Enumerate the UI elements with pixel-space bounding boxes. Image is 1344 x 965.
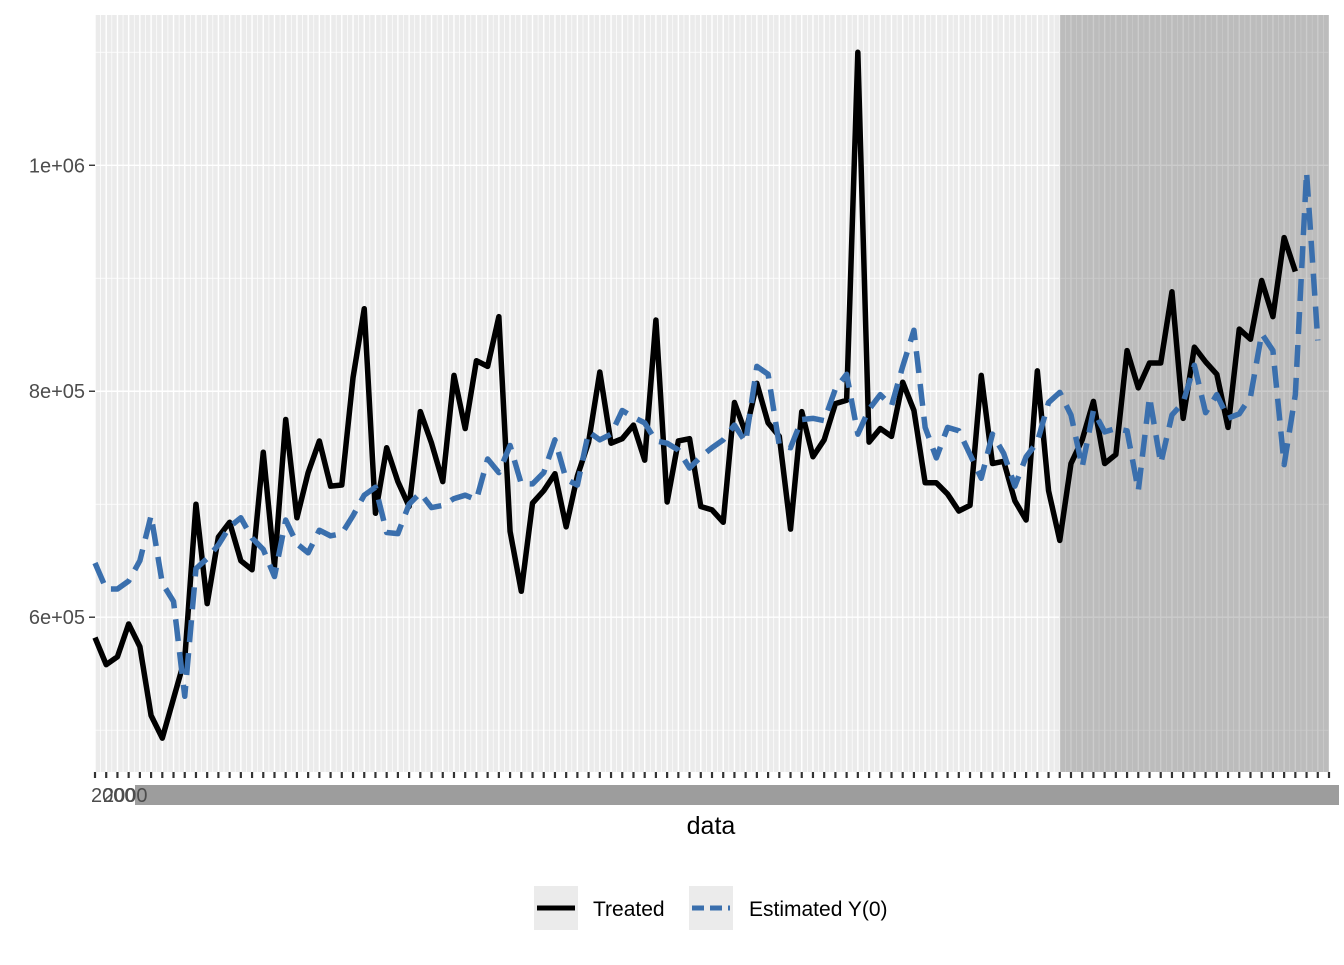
legend-item-estimated-y0: Estimated Y(0) [689,886,888,930]
y-tick-label: 1e+06 [29,155,85,177]
x-tick-labels-overlap [135,785,1339,805]
plot-panel [92,15,1330,772]
legend: Treated Estimated Y(0) [534,886,888,930]
y-tick-label: 8e+05 [29,381,85,403]
legend-label-treated: Treated [593,898,665,921]
y-axis: 6e+05 8e+05 1e+06 [29,155,95,629]
x-tick-label: 2000 [91,785,136,807]
x-axis-title: data [687,812,736,840]
post-treatment-shading [1059,15,1329,772]
legend-item-treated: Treated [534,886,665,930]
legend-label-estimated-y0: Estimated Y(0) [749,898,888,921]
y-tick-label: 6e+05 [29,607,85,629]
